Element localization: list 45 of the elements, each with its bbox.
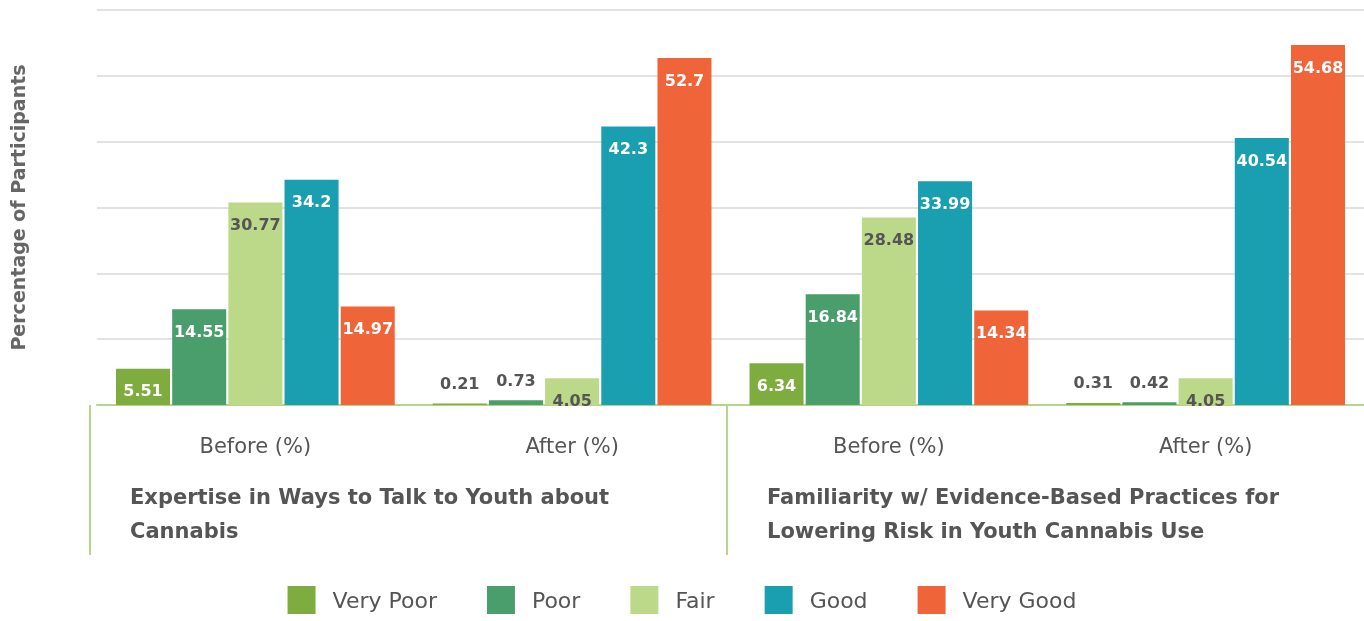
data-label: 34.2 — [291, 192, 332, 212]
y-axis-title: Percentage of Participants — [6, 64, 29, 351]
data-label: 0.42 — [1129, 372, 1170, 392]
bar — [918, 181, 973, 405]
data-label: 6.34 — [756, 375, 797, 395]
data-label: 0.73 — [496, 370, 536, 390]
text: Familiarity w/ Evidence-Based Practices for Lowering Risk in Youth Cannabis Use — [767, 485, 1287, 543]
bar — [1122, 402, 1177, 405]
legend-label: Good — [809, 587, 868, 613]
data-label: 14.34 — [975, 323, 1027, 343]
bar — [1234, 138, 1289, 405]
data-label: 28.48 — [863, 230, 915, 250]
data-label: 33.99 — [919, 193, 971, 213]
x-tick-label: After (%) — [525, 433, 619, 458]
bar — [340, 306, 395, 405]
legend-label: Very Good — [962, 587, 1077, 613]
bar — [805, 294, 860, 405]
data-label: 30.77 — [230, 214, 281, 234]
text: Expertise in Ways to Talk to Youth about Cannabis — [130, 485, 617, 543]
data-label: 54.68 — [1292, 57, 1344, 77]
bar — [284, 179, 339, 405]
data-label: 0.31 — [1073, 373, 1114, 393]
data-label: 14.97 — [342, 318, 394, 338]
data-label: 52.7 — [664, 70, 705, 90]
x-tick-label: Before (%) — [833, 433, 945, 458]
bar — [1066, 402, 1121, 405]
data-label: 16.84 — [807, 306, 858, 326]
x-tick-label: After (%) — [1158, 433, 1253, 458]
data-label: 14.55 — [173, 321, 225, 341]
x-tick-label: Before (%) — [199, 433, 312, 458]
bar — [1290, 45, 1345, 405]
data-label: 42.3 — [608, 139, 649, 159]
data-label: 0.21 — [440, 374, 480, 394]
bar — [601, 126, 656, 405]
bar — [172, 309, 227, 405]
bar — [974, 310, 1029, 405]
bar — [657, 58, 712, 405]
legend-label: Very Poor — [332, 587, 438, 613]
legend-label: Poor — [531, 587, 582, 613]
data-label: 4.05 — [552, 390, 592, 410]
data-label: 5.51 — [123, 381, 163, 401]
data-label: 4.05 — [1185, 390, 1226, 410]
legend-label: Fair — [675, 587, 716, 613]
bar — [488, 400, 543, 405]
data-label: 40.54 — [1236, 150, 1288, 170]
